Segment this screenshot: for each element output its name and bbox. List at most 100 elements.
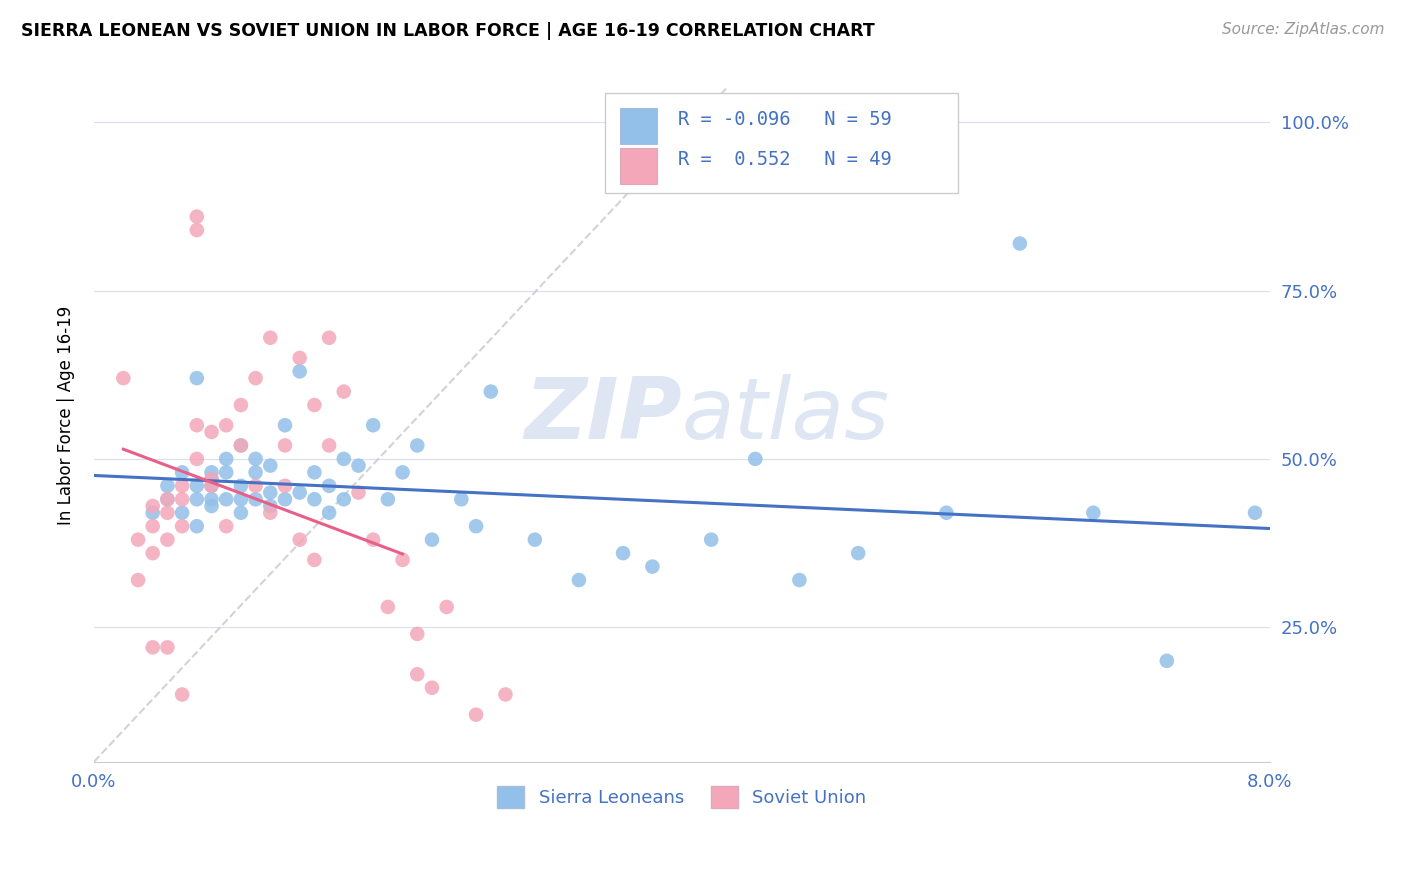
Point	[156, 479, 179, 493]
Point	[112, 371, 135, 385]
Point	[245, 451, 267, 466]
Point	[406, 627, 429, 641]
Point	[172, 519, 194, 533]
Point	[142, 499, 165, 513]
Point	[641, 559, 664, 574]
Point	[479, 384, 502, 399]
Point	[200, 479, 222, 493]
Point	[465, 519, 488, 533]
Point	[288, 351, 311, 365]
Point	[229, 438, 252, 452]
Point	[347, 485, 370, 500]
Point	[259, 506, 281, 520]
Text: Source: ZipAtlas.com: Source: ZipAtlas.com	[1222, 22, 1385, 37]
Point	[846, 546, 869, 560]
Point	[142, 506, 165, 520]
Point	[156, 506, 179, 520]
Point	[142, 546, 165, 560]
Point	[186, 492, 208, 507]
Point	[156, 533, 179, 547]
Point	[172, 479, 194, 493]
Point	[245, 466, 267, 480]
Point	[200, 472, 222, 486]
Point	[288, 485, 311, 500]
Point	[200, 466, 222, 480]
Point	[420, 533, 443, 547]
FancyBboxPatch shape	[620, 108, 657, 145]
Point	[259, 331, 281, 345]
Point	[318, 479, 340, 493]
Point	[186, 223, 208, 237]
Point	[172, 492, 194, 507]
Legend: Sierra Leoneans, Soviet Union: Sierra Leoneans, Soviet Union	[489, 779, 873, 815]
Point	[465, 707, 488, 722]
Point	[789, 573, 811, 587]
Point	[377, 599, 399, 614]
Point	[406, 438, 429, 452]
Point	[304, 398, 326, 412]
Point	[274, 479, 297, 493]
Point	[259, 458, 281, 473]
Point	[1156, 654, 1178, 668]
Point	[523, 533, 546, 547]
Point	[186, 371, 208, 385]
Text: SIERRA LEONEAN VS SOVIET UNION IN LABOR FORCE | AGE 16-19 CORRELATION CHART: SIERRA LEONEAN VS SOVIET UNION IN LABOR …	[21, 22, 875, 40]
Point	[935, 506, 957, 520]
Point	[612, 546, 634, 560]
Point	[274, 492, 297, 507]
Point	[420, 681, 443, 695]
Point	[304, 466, 326, 480]
Point	[215, 519, 238, 533]
Point	[1083, 506, 1105, 520]
Point	[361, 533, 384, 547]
Point	[172, 506, 194, 520]
Point	[391, 553, 413, 567]
Point	[229, 438, 252, 452]
Point	[215, 418, 238, 433]
Point	[274, 438, 297, 452]
Point	[142, 519, 165, 533]
Point	[200, 492, 222, 507]
Point	[229, 479, 252, 493]
Text: atlas: atlas	[682, 374, 890, 457]
Point	[172, 688, 194, 702]
Point	[245, 492, 267, 507]
Point	[259, 485, 281, 500]
Point	[377, 492, 399, 507]
Point	[215, 492, 238, 507]
Point	[186, 418, 208, 433]
Point	[127, 573, 149, 587]
Point	[186, 479, 208, 493]
Point	[436, 599, 458, 614]
Point	[229, 398, 252, 412]
Point	[142, 640, 165, 655]
Point	[200, 499, 222, 513]
Point	[259, 499, 281, 513]
Point	[156, 492, 179, 507]
Point	[274, 418, 297, 433]
Point	[361, 418, 384, 433]
Point	[156, 640, 179, 655]
Point	[568, 573, 591, 587]
Point	[172, 466, 194, 480]
Point	[494, 688, 516, 702]
Y-axis label: In Labor Force | Age 16-19: In Labor Force | Age 16-19	[58, 306, 75, 524]
Point	[450, 492, 472, 507]
Point	[304, 492, 326, 507]
Point	[333, 451, 356, 466]
Point	[700, 533, 723, 547]
Point	[318, 506, 340, 520]
Point	[406, 667, 429, 681]
Point	[127, 533, 149, 547]
Point	[186, 451, 208, 466]
Point	[200, 472, 222, 486]
Point	[245, 479, 267, 493]
Point	[215, 466, 238, 480]
Point	[229, 492, 252, 507]
Point	[347, 458, 370, 473]
Text: ZIP: ZIP	[524, 374, 682, 457]
FancyBboxPatch shape	[620, 148, 657, 185]
Point	[288, 364, 311, 378]
Point	[229, 506, 252, 520]
Point	[318, 438, 340, 452]
